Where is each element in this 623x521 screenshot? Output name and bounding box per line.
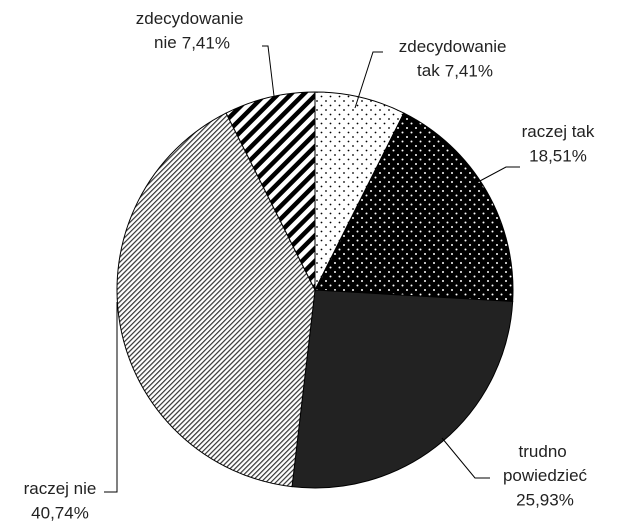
pie-slice	[291, 289, 514, 489]
pie-slice	[116, 112, 316, 488]
value-label: 7,41%	[445, 61, 493, 80]
pie-slice	[225, 91, 316, 291]
leader-line	[441, 437, 490, 479]
value-label: 25,93%	[516, 490, 574, 509]
pie	[116, 91, 514, 489]
leader-line	[262, 45, 275, 97]
value-label: 7,41%	[182, 33, 230, 52]
pie-slice	[314, 112, 514, 302]
slice-label: raczej nie	[24, 479, 97, 498]
value-label: 18,51%	[529, 146, 587, 165]
slice-label: zdecydowanie tak	[399, 37, 511, 80]
value-label: 40,74%	[31, 503, 89, 521]
slice-label: zdecydowanie nie	[136, 9, 248, 52]
slice-label: raczej tak	[522, 122, 595, 141]
leader-lines	[104, 45, 520, 493]
leader-line	[354, 51, 383, 109]
leader-line	[477, 166, 520, 183]
leader-line	[104, 302, 118, 493]
slice-label: trudno powiedzieć	[503, 442, 588, 485]
